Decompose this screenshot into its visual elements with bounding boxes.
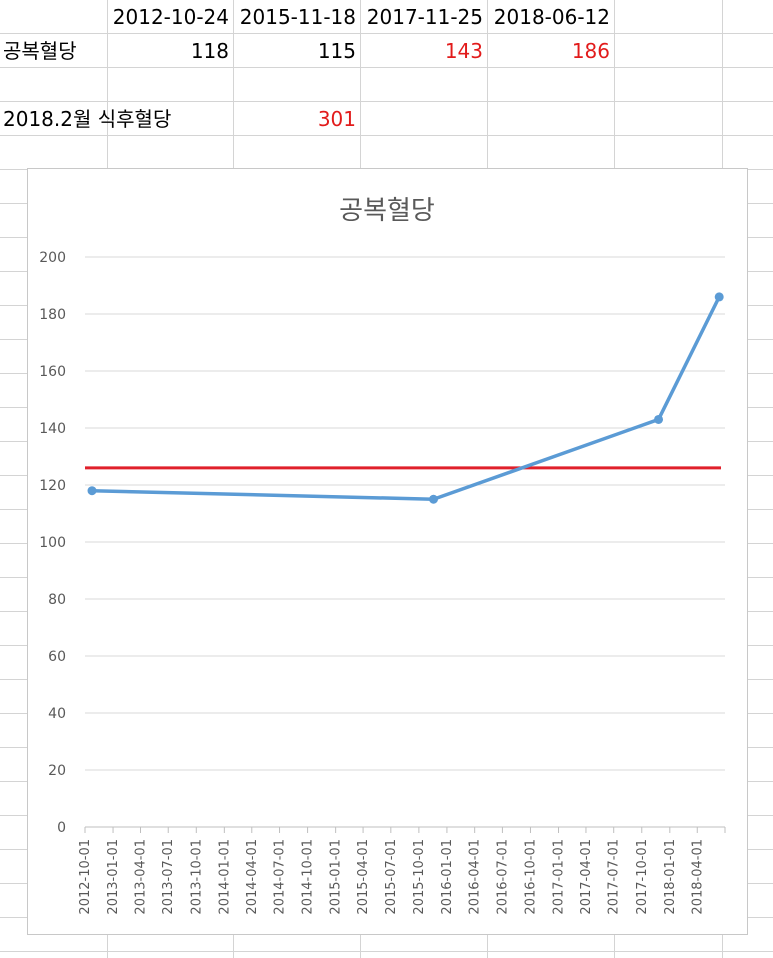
data-point — [429, 494, 439, 504]
header-date-cell[interactable]: 2018-06-12 — [493, 5, 610, 29]
x-tick-label: 2017-10-01 — [635, 839, 650, 915]
x-tick-label: 2016-10-01 — [523, 839, 538, 915]
y-tick-label: 60 — [48, 649, 66, 665]
x-tick-label: 2018-04-01 — [690, 839, 705, 915]
x-tick-label: 2013-01-01 — [106, 839, 121, 915]
header-date-cell[interactable]: 2012-10-24 — [112, 5, 229, 29]
y-tick-label: 0 — [57, 820, 66, 836]
row-divider — [0, 135, 773, 136]
y-axis-ticks: 0 20 40 60 80 100 120 140 160 180 200 — [39, 250, 66, 836]
y-tick-label: 160 — [39, 364, 66, 380]
x-tick-label: 2013-07-01 — [161, 839, 176, 915]
x-tick-label: 2015-04-01 — [356, 839, 371, 915]
x-tick-label: 2018-01-01 — [663, 839, 678, 915]
value-cell[interactable]: 115 — [317, 39, 356, 63]
y-tick-label: 100 — [39, 535, 66, 551]
row-divider — [0, 951, 773, 952]
x-tick-label: 2016-01-01 — [440, 839, 455, 915]
line-chart: 공복혈당 0 20 40 60 80 100 120 140 160 180 200 2012-10… — [39, 196, 726, 915]
y-tick-label: 80 — [48, 592, 66, 608]
value-cell-highlighted[interactable]: 186 — [571, 39, 610, 63]
row-divider — [0, 101, 773, 102]
x-tick-label: 2016-07-01 — [495, 839, 510, 915]
row-label-fasting-glucose[interactable]: 공복혈당 — [3, 39, 77, 63]
x-tick-label: 2013-10-01 — [189, 839, 204, 915]
row-label-postprandial-glucose[interactable]: 2018.2월 식후혈당 — [3, 107, 172, 131]
x-tick-label: 2013-04-01 — [133, 839, 148, 915]
chart-area[interactable]: 공복혈당 0 20 40 60 80 100 120 140 160 180 200 2012-10… — [27, 168, 748, 935]
x-tick-label: 2014-04-01 — [245, 839, 260, 915]
x-tick-label: 2014-01-01 — [217, 839, 232, 915]
x-tick-label: 2014-10-01 — [301, 839, 316, 915]
x-tick-label: 2015-07-01 — [384, 839, 399, 915]
chart-title: 공복혈당 — [339, 196, 435, 226]
x-tick-label: 2017-07-01 — [607, 839, 622, 915]
value-cell-highlighted[interactable]: 301 — [317, 107, 356, 131]
y-tick-label: 180 — [39, 307, 66, 323]
x-tick-label: 2015-01-01 — [329, 839, 344, 915]
series-group — [87, 292, 724, 504]
header-date-cell[interactable]: 2017-11-25 — [366, 5, 483, 29]
y-tick-label: 200 — [39, 250, 66, 266]
data-point — [654, 414, 664, 424]
x-tick-label: 2016-04-01 — [468, 839, 483, 915]
x-tick-label: 2017-01-01 — [552, 839, 567, 915]
x-tick-label: 2015-10-01 — [412, 839, 427, 915]
row-divider — [0, 67, 773, 68]
y-tick-label: 40 — [48, 706, 66, 722]
y-tick-label: 20 — [48, 763, 66, 779]
x-axis: 2012-10-01 2013-01-01 2013-04-01 2013-07-01… — [78, 826, 726, 915]
data-point — [87, 486, 97, 496]
y-tick-label: 140 — [39, 421, 66, 437]
x-tick-label: 2012-10-01 — [78, 839, 93, 915]
y-tick-label: 120 — [39, 478, 66, 494]
series-line — [91, 296, 721, 501]
value-cell-highlighted[interactable]: 143 — [444, 39, 483, 63]
x-tick-label: 2017-04-01 — [579, 839, 594, 915]
x-tick-label: 2014-07-01 — [273, 839, 288, 915]
value-cell[interactable]: 118 — [190, 39, 229, 63]
header-date-cell[interactable]: 2015-11-18 — [239, 5, 356, 29]
gridlines — [85, 256, 725, 771]
data-point — [714, 292, 724, 302]
row-divider — [0, 33, 773, 34]
